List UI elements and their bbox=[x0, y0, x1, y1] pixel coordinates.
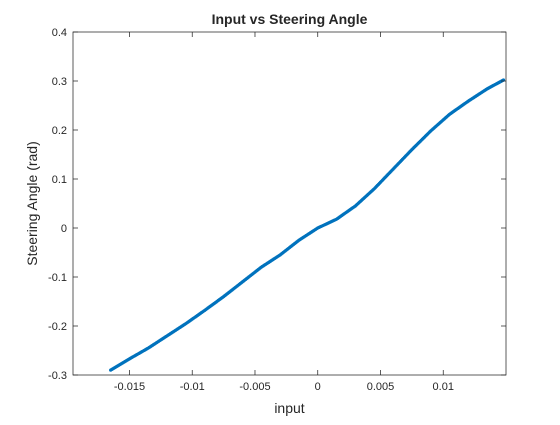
x-tick-label: 0.01 bbox=[433, 381, 454, 393]
axes-box bbox=[72, 31, 507, 376]
y-tick-label: 0.1 bbox=[52, 174, 67, 186]
data-points bbox=[109, 78, 506, 372]
y-tick-label: 0.4 bbox=[52, 27, 67, 39]
x-axis-label: input bbox=[274, 400, 304, 416]
y-tick-label: -0.1 bbox=[48, 272, 67, 284]
y-tick-label: 0.3 bbox=[52, 76, 67, 88]
y-tick-label: 0 bbox=[61, 223, 67, 235]
x-tick-label: -0.005 bbox=[239, 381, 270, 393]
x-tick-label: 0.005 bbox=[367, 381, 395, 393]
x-tick-label: 0 bbox=[315, 381, 321, 393]
y-tick-label: -0.3 bbox=[48, 370, 67, 382]
x-tick-label: -0.01 bbox=[180, 381, 205, 393]
axes-background bbox=[73, 32, 506, 375]
y-tick-label: 0.2 bbox=[52, 125, 67, 137]
x-tick-label: -0.015 bbox=[114, 381, 145, 393]
y-axis-label: Steering Angle (rad) bbox=[24, 141, 40, 266]
y-tick-label: -0.2 bbox=[48, 321, 67, 333]
axis-ticks: -0.015 -0.01 -0.005 0 0.005 0.01 -0.3 -0.2 -0.1 0… bbox=[48, 27, 506, 393]
chart-title: Input vs Steering Angle bbox=[212, 11, 368, 27]
